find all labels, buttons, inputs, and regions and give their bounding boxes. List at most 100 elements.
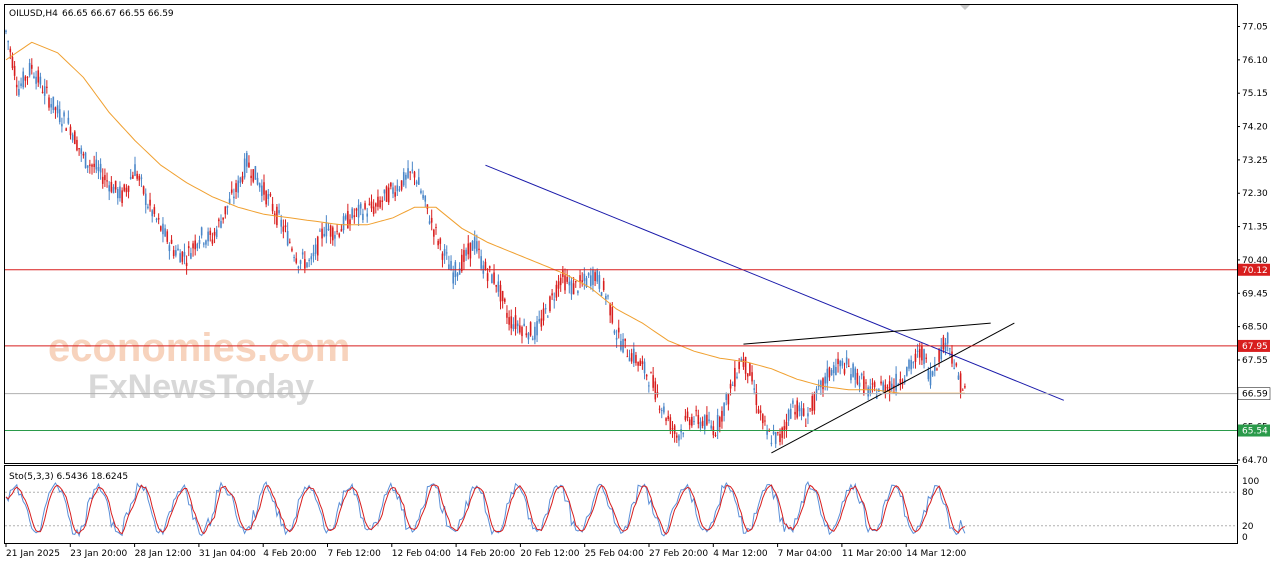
- level-label: 67.95: [1242, 342, 1268, 352]
- candle: [787, 408, 790, 426]
- candle: [731, 381, 734, 386]
- candle: [84, 151, 87, 169]
- trendline-wedge-lower[interactable]: [771, 322, 1015, 454]
- trendline-wedge-upper[interactable]: [743, 322, 991, 345]
- candle: [222, 217, 224, 224]
- time-tick-label: 25 Feb 04:00: [585, 549, 644, 559]
- candle: [547, 315, 549, 318]
- candle: [203, 242, 205, 248]
- candle: [841, 358, 844, 369]
- scroll-marker-icon[interactable]: [960, 5, 970, 10]
- candle: [209, 227, 212, 242]
- candle: [448, 255, 450, 270]
- candle: [949, 347, 951, 357]
- candle: [198, 235, 201, 249]
- candle: [190, 247, 192, 260]
- candle: [908, 358, 910, 372]
- trendline-blue-downtrend[interactable]: [485, 164, 1064, 401]
- candle: [166, 229, 169, 245]
- candle: [168, 242, 171, 260]
- candle: [727, 392, 730, 411]
- candle: [925, 353, 927, 363]
- candle: [179, 249, 181, 263]
- time-axis: 21 Jan 2025 23 Jan 20:00 28 Jan 12:00 31 Ja…: [5, 543, 967, 559]
- candle: [398, 186, 401, 192]
- candle: [138, 173, 141, 187]
- candle: [200, 226, 203, 239]
- candle: [420, 188, 422, 195]
- moving-average-line: [5, 41, 965, 394]
- candle: [338, 232, 341, 239]
- candle: [783, 419, 786, 439]
- candle: [605, 293, 607, 305]
- candle: [89, 159, 91, 174]
- candle: [839, 359, 841, 375]
- candle: [617, 319, 620, 339]
- candle: [205, 239, 207, 249]
- candle: [703, 414, 706, 435]
- time-tick-label: 12 Feb 04:00: [392, 549, 451, 559]
- candle: [471, 240, 474, 251]
- candle: [372, 199, 375, 217]
- candle: [936, 367, 938, 371]
- candle: [856, 368, 859, 386]
- candle: [110, 176, 113, 194]
- candle: [82, 151, 85, 159]
- candle: [615, 329, 618, 349]
- candle: [263, 174, 265, 201]
- candle: [127, 185, 130, 199]
- candle: [69, 124, 72, 140]
- stochastic-tick-label: 20: [1242, 522, 1254, 532]
- candle: [381, 196, 384, 211]
- candle: [701, 416, 704, 429]
- candle: [349, 214, 351, 231]
- candle: [549, 295, 551, 313]
- candle: [837, 352, 839, 373]
- candle: [258, 182, 261, 192]
- candle: [523, 318, 525, 327]
- candle: [852, 362, 854, 378]
- candle: [467, 235, 470, 260]
- candle: [149, 192, 151, 212]
- price-tick-label: 75.15: [1242, 89, 1268, 99]
- candle: [265, 189, 267, 208]
- candle: [321, 222, 323, 247]
- candle: [824, 372, 826, 391]
- candle: [140, 174, 143, 188]
- level-label: 70.12: [1242, 266, 1268, 276]
- candle: [721, 406, 723, 429]
- candle: [678, 434, 680, 447]
- candle: [390, 181, 392, 190]
- candle: [112, 184, 115, 194]
- candle: [592, 266, 594, 292]
- candle: [284, 219, 287, 233]
- candle: [125, 184, 128, 197]
- candle: [630, 348, 633, 364]
- candle: [433, 228, 435, 245]
- candle: [544, 303, 547, 314]
- candle: [860, 372, 863, 380]
- price-tick-label: 68.50: [1242, 323, 1268, 333]
- candle: [172, 245, 175, 259]
- stochastic-tick-label: 100: [1242, 477, 1259, 487]
- price-tick-label: 71.35: [1242, 223, 1268, 233]
- candle: [658, 405, 661, 414]
- candle: [633, 342, 635, 367]
- time-tick-label: 28 Jan 12:00: [135, 549, 192, 559]
- candle: [99, 158, 102, 180]
- candle: [151, 209, 153, 223]
- candle: [196, 242, 199, 252]
- candle: [461, 248, 463, 273]
- price-axis: 77.05 76.10 75.15 74.20 73.25 72.30 71.35 70.40…: [1237, 23, 1271, 466]
- candle: [594, 269, 596, 287]
- candle: [706, 406, 708, 427]
- candle: [493, 264, 495, 285]
- candle: [480, 249, 482, 271]
- candle: [132, 171, 134, 179]
- candle: [691, 413, 693, 428]
- time-tick-label: 23 Jan 20:00: [70, 549, 127, 559]
- price-tick-label: 72.30: [1242, 189, 1268, 199]
- candle: [574, 280, 577, 288]
- candle: [254, 165, 257, 180]
